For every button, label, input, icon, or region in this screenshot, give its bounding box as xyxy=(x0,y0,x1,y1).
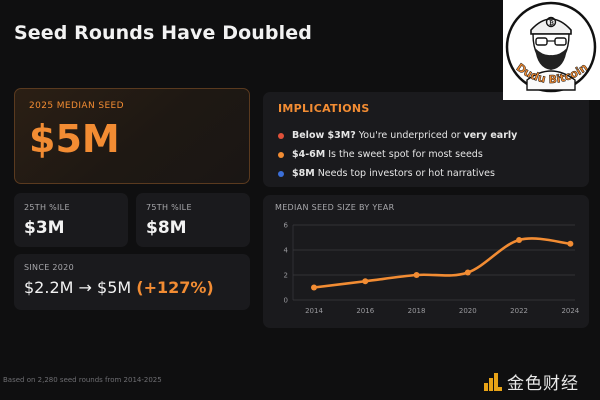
implications-card: IMPLICATIONS Below $3M? You're underpric… xyxy=(263,92,589,187)
bullet-dot-icon xyxy=(278,170,284,177)
bullet-dot-icon xyxy=(278,151,284,158)
p25-label: 25TH %ILE xyxy=(24,203,70,212)
y-tick-label: 0 xyxy=(284,297,288,305)
implication-text: Needs top investors or hot narratives xyxy=(317,168,495,179)
data-point xyxy=(311,284,317,291)
svg-text:₿: ₿ xyxy=(549,20,554,27)
data-point xyxy=(464,269,471,276)
since-value: $2.2M → $5M (+127%) xyxy=(24,278,240,297)
brand-text: 金色财经 xyxy=(507,374,579,394)
brand-logo: 金色财经 xyxy=(484,369,579,394)
x-tick-label: 2014 xyxy=(305,307,323,315)
since-percent: (+127%) xyxy=(136,278,214,297)
since-card: SINCE 2020 $2.2M → $5M (+127%) xyxy=(14,254,250,310)
implication-post: very early xyxy=(463,130,518,141)
since-label: SINCE 2020 xyxy=(24,263,74,272)
data-point xyxy=(516,237,523,243)
median-seed-label: 2025 MEDIAN SEED xyxy=(29,101,124,111)
p75-value: $8M xyxy=(146,218,187,238)
x-tick-label: 2024 xyxy=(561,307,579,315)
x-tick-label: 2016 xyxy=(356,307,374,315)
x-tick-label: 2020 xyxy=(459,307,477,315)
implication-item: $8M Needs top investors or hot narrative… xyxy=(278,164,574,183)
implication-bold: Below $3M? xyxy=(292,130,356,141)
implication-item: Below $3M? You're underpriced or very ea… xyxy=(278,126,574,145)
chart-title: MEDIAN SEED SIZE BY YEAR xyxy=(275,203,395,212)
p25-value: $3M xyxy=(24,218,65,238)
p25-card: 25TH %ILE $3M xyxy=(14,193,128,247)
x-tick-label: 2018 xyxy=(408,307,426,315)
y-tick-label: 6 xyxy=(284,222,289,230)
implications-list: Below $3M? You're underpriced or very ea… xyxy=(278,126,574,183)
page-title: Seed Rounds Have Doubled xyxy=(14,22,312,44)
p75-card: 75TH %ILE $8M xyxy=(136,193,250,247)
y-tick-label: 2 xyxy=(284,272,288,280)
implication-bold: $8M xyxy=(292,168,315,179)
data-point xyxy=(362,278,369,285)
footnote: Based on 2,280 seed rounds from 2014-202… xyxy=(3,376,162,384)
implication-bold: $4-6M xyxy=(292,149,326,160)
bullet-dot-icon xyxy=(278,132,284,139)
implication-item: $4-6M Is the sweet spot for most seeds xyxy=(278,145,574,164)
since-range: $2.2M → $5M xyxy=(24,278,132,297)
median-seed-value: $5M xyxy=(29,117,120,161)
median-seed-card: 2025 MEDIAN SEED $5M xyxy=(14,88,250,184)
series-line xyxy=(312,237,572,289)
implication-text: Is the sweet spot for most seeds xyxy=(328,149,483,160)
golden-finance-logo-icon xyxy=(484,372,502,391)
dudu-bitcoin-logo-icon: ₿ Dudu Bitcoin xyxy=(505,1,597,93)
line-chart: 0 2 4 6 2014 2016 2018 2020 2022 2024 xyxy=(284,222,580,316)
y-tick-label: 4 xyxy=(284,247,289,255)
data-point xyxy=(567,240,574,247)
p75-label: 75TH %ILE xyxy=(146,203,192,212)
data-point xyxy=(413,272,420,278)
implications-title: IMPLICATIONS xyxy=(278,102,370,115)
x-tick-label: 2022 xyxy=(510,307,528,315)
avatar: ₿ Dudu Bitcoin xyxy=(503,0,600,100)
chart-card: MEDIAN SEED SIZE BY YEAR 0 2 4 6 2014 2016 201… xyxy=(263,195,589,328)
implication-text: You're underpriced or xyxy=(358,130,461,141)
